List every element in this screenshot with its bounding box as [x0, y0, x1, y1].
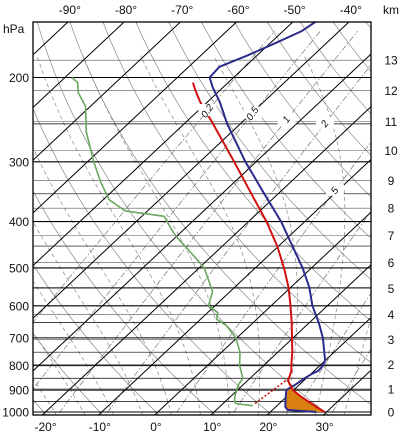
mixing-ratio-line	[231, 210, 371, 415]
pressure-label-bg	[1, 260, 31, 275]
moist-adiabat-line	[33, 331, 86, 415]
isotherm-line	[33, 22, 294, 267]
pressure-label-bg	[1, 70, 31, 85]
height-label: 10	[384, 144, 398, 158]
dry-adiabat-line	[33, 107, 273, 415]
dry-adiabat-line	[135, 22, 371, 322]
height-label: 8	[388, 202, 395, 216]
mixing-ratio-label-bg	[243, 106, 262, 119]
top-temperature-label: -80°	[115, 3, 137, 17]
pressure-label: 200	[9, 71, 29, 85]
mixing-ratio-line	[105, 64, 371, 415]
pressure-unit-label: hPa	[3, 22, 25, 36]
pressure-label: 300	[9, 155, 29, 169]
pressure-label: 800	[9, 359, 29, 373]
isotherm-line	[33, 22, 350, 319]
height-label: 6	[388, 256, 395, 270]
height-label: 9	[388, 174, 395, 188]
dry-adiabat-line	[102, 22, 371, 364]
height-label: 13	[384, 54, 398, 68]
sounding-series	[71, 22, 327, 413]
top-temperature-label: -40°	[340, 3, 362, 17]
isotherm-line	[33, 22, 125, 109]
dry-adiabat-line	[168, 22, 371, 281]
height-label: 5	[388, 282, 395, 296]
mixing-ratio-line	[33, 30, 321, 390]
pressure-label-bg	[1, 298, 31, 313]
temperature-line	[208, 22, 327, 413]
isotherm-line	[33, 22, 182, 161]
mixing-ratio-label-bg	[325, 183, 344, 196]
grid	[33, 22, 400, 423]
top-temperature-label: -70°	[171, 3, 193, 17]
bottom-temperature-label: 20°	[259, 420, 277, 434]
pressure-label-bg	[1, 405, 31, 419]
pressure-label: 600	[9, 299, 29, 313]
height-label: 11	[385, 115, 398, 129]
moist-adiabat-line	[82, 55, 230, 415]
mixing-ratio-label: 1	[281, 115, 293, 126]
moist-adiabat-line	[370, 56, 400, 423]
mixing-ratio-line	[292, 292, 371, 415]
bottom-temperature-label: 30°	[316, 420, 334, 434]
top-temperature-label: -60°	[227, 3, 249, 17]
mixing-ratio-label-bg	[198, 104, 217, 117]
dry-adiabat-line	[33, 190, 217, 415]
isotherm-line	[33, 22, 238, 214]
height-label: 4	[388, 308, 395, 322]
pressure-label-bg	[1, 383, 31, 398]
top-temperature-label: -90°	[59, 3, 81, 17]
pressure-label: 400	[9, 215, 29, 229]
moist-adiabat-line	[33, 378, 57, 415]
height-label: 2	[388, 358, 395, 372]
moist-adiabat-line	[36, 55, 201, 415]
height-label: 3	[388, 333, 395, 347]
pressure-label: 900	[9, 384, 29, 398]
bottom-temperature-label: -20°	[35, 420, 57, 434]
height-label: 0	[388, 406, 395, 420]
height-unit-label: km	[383, 3, 399, 17]
parcel-line	[191, 82, 326, 413]
pressure-label-bg	[1, 214, 31, 229]
pressure-label-bg	[1, 154, 31, 169]
axis-labels: -90° -80° -70° -60° -50° -40° -20° -10° 0° 10° 20°…	[1, 3, 399, 434]
bottom-temperature-label: -10°	[89, 420, 111, 434]
dry-adiabat-line	[33, 263, 160, 415]
moist-adiabat-line	[33, 146, 172, 415]
pressure-label-bg	[1, 330, 31, 345]
isotherm-line	[210, 264, 371, 415]
pressure-label: 700	[9, 331, 29, 345]
height-label: 12	[384, 84, 398, 98]
mixing-ratio-line	[57, 30, 358, 415]
isotherm-line	[266, 316, 371, 415]
mixing-ratio-label-bg	[315, 116, 334, 129]
bottom-temperature-label: 0°	[150, 420, 162, 434]
bottom-temperature-label: 10°	[203, 420, 221, 434]
parcel-lifting-dotted-line	[254, 377, 290, 405]
dry-adiabat-line	[69, 22, 371, 406]
isotherm-line	[153, 211, 371, 415]
top-temperature-label: -50°	[284, 3, 306, 17]
pressure-label-bg	[1, 358, 31, 373]
dewpoint-line	[71, 76, 253, 407]
moist-adiabat-line	[303, 55, 346, 415]
isotherm-line	[97, 158, 371, 415]
pressure-label: 500	[9, 261, 29, 275]
dry-adiabat-line	[234, 22, 371, 198]
plot-frame	[32, 21, 372, 416]
height-label: 1	[388, 382, 395, 396]
isotherm-line	[41, 106, 371, 415]
dry-adiabat-line	[201, 22, 371, 239]
mixing-ratio-label-bg	[277, 112, 296, 125]
isotherm-line	[33, 53, 371, 372]
moist-adiabat-line	[140, 55, 261, 415]
height-label: 7	[388, 229, 395, 243]
moist-adiabat-line	[33, 280, 115, 415]
pressure-label: 1000	[2, 406, 29, 420]
mixing-ratio-label: 5	[329, 185, 341, 196]
